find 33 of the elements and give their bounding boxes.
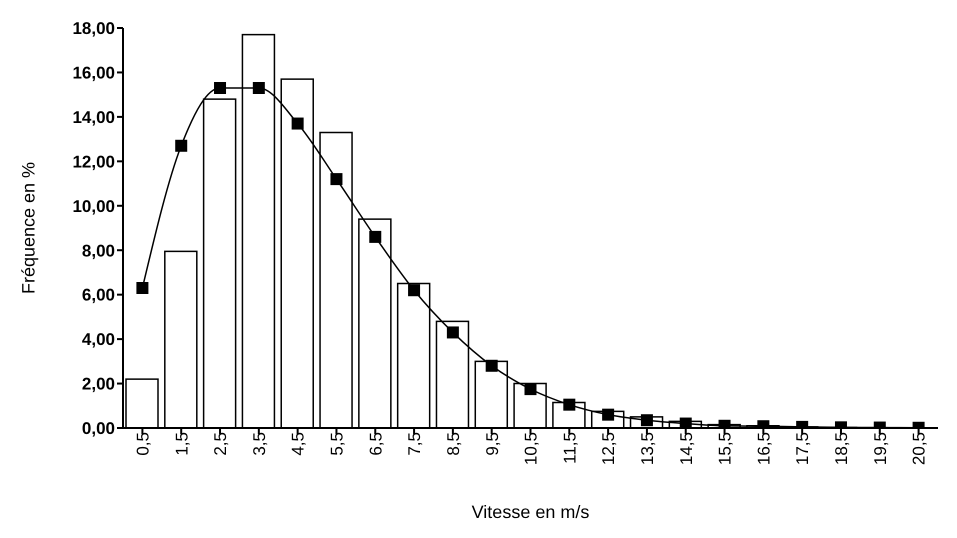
- x-tick-label: 4,5: [288, 432, 308, 456]
- y-tick-label: 14,00: [72, 108, 115, 127]
- x-tick-label: 5,5: [328, 432, 347, 456]
- x-tick-label: 16,5: [754, 432, 774, 466]
- x-tick-label: 13,5: [638, 432, 657, 466]
- x-tick-label: 17,5: [793, 432, 812, 466]
- x-tick-label: 1,5: [172, 432, 192, 456]
- x-tick-label: 3,5: [250, 432, 269, 456]
- y-tick-label: 2,00: [82, 374, 115, 394]
- y-tick-label: 10,00: [72, 196, 115, 216]
- y-axis-title: Fréquence en %: [18, 162, 38, 294]
- y-tick-label: 12,00: [72, 152, 115, 172]
- x-tick-label: 11,5: [560, 432, 580, 464]
- x-tick-label: 15,5: [716, 432, 735, 466]
- y-tick-label: 4,00: [82, 330, 115, 350]
- x-tick-label: 7,5: [405, 432, 424, 456]
- x-tick-label: 0,5: [133, 432, 152, 456]
- y-tick-label: 16,00: [72, 63, 115, 82]
- x-tick-label: 18,5: [832, 432, 852, 466]
- x-tick-label: 10,5: [522, 432, 541, 466]
- x-tick-label: 20,5: [910, 432, 929, 466]
- x-tick-label: 9,5: [482, 432, 502, 456]
- y-tick-label: 6,00: [82, 286, 115, 305]
- y-tick-label: 0,00: [82, 419, 115, 438]
- x-tick-label: 12,5: [599, 432, 618, 466]
- x-tick-label: 2,5: [211, 432, 230, 456]
- x-tick-label: 8,5: [444, 432, 463, 456]
- x-tick-label: 6,5: [366, 432, 386, 456]
- y-tick-label: 18,00: [72, 19, 115, 38]
- y-tick-label: 8,00: [82, 241, 115, 260]
- x-axis-title: Vitesse en m/s: [472, 502, 590, 522]
- x-tick-label: 14,5: [676, 432, 696, 466]
- x-tick-label: 19,5: [870, 432, 890, 466]
